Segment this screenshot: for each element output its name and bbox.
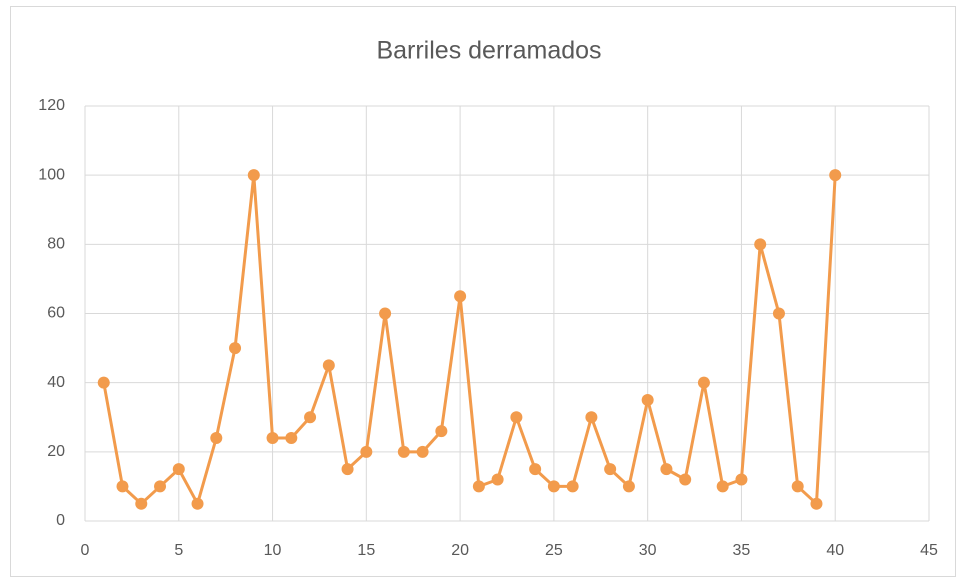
y-tick-label: 80 [47,236,65,253]
data-point [379,307,392,320]
data-point [679,473,692,486]
data-point [97,376,110,389]
data-point [604,463,617,476]
x-tick-label: 35 [733,542,751,559]
data-point [491,473,504,486]
data-point [322,359,335,372]
x-tick-label: 45 [920,542,938,559]
data-point [829,169,842,182]
x-tick-label: 0 [81,542,90,559]
data-point [247,169,260,182]
x-tick-label: 30 [639,542,657,559]
data-point [547,480,560,493]
data-point [529,463,542,476]
x-tick-label: 40 [826,542,844,559]
y-tick-label: 0 [56,512,65,529]
data-point [229,342,242,355]
data-point [304,411,317,424]
data-point [210,432,223,444]
y-tick-label: 100 [38,166,65,183]
series-line [102,173,837,506]
data-point [772,307,785,320]
y-tick-label: 20 [47,443,65,460]
y-tick-label: 40 [47,374,65,391]
data-point [622,480,635,493]
data-point [454,290,467,303]
data-point [697,376,710,389]
data-point [791,480,804,493]
data-point [116,480,129,493]
data-point [172,463,185,476]
data-point [191,497,204,510]
data-point [435,425,448,438]
data-point [285,432,298,444]
x-tick-label: 10 [264,542,282,559]
data-point [735,473,748,486]
x-tick-label: 20 [451,542,469,559]
data-point [566,480,579,493]
data-point [135,497,148,510]
data-point [585,411,598,424]
data-point [341,463,354,476]
data-point [716,480,729,493]
x-tick-label: 15 [357,542,375,559]
data-point [360,445,373,458]
x-tick-label: 5 [174,542,183,559]
data-point [810,497,823,510]
x-tick-label: 25 [545,542,563,559]
data-point [641,393,654,406]
data-point [397,445,410,458]
data-point [266,432,279,444]
data-point [472,480,485,493]
data-point [154,480,167,493]
data-point [510,411,523,424]
y-tick-label: 60 [47,305,65,322]
y-tick-label: 120 [38,97,65,114]
data-point [416,445,429,458]
chart-border [10,6,956,577]
data-point [754,238,767,251]
data-point [660,463,673,476]
chart-title: Barriles derramados [376,37,601,65]
